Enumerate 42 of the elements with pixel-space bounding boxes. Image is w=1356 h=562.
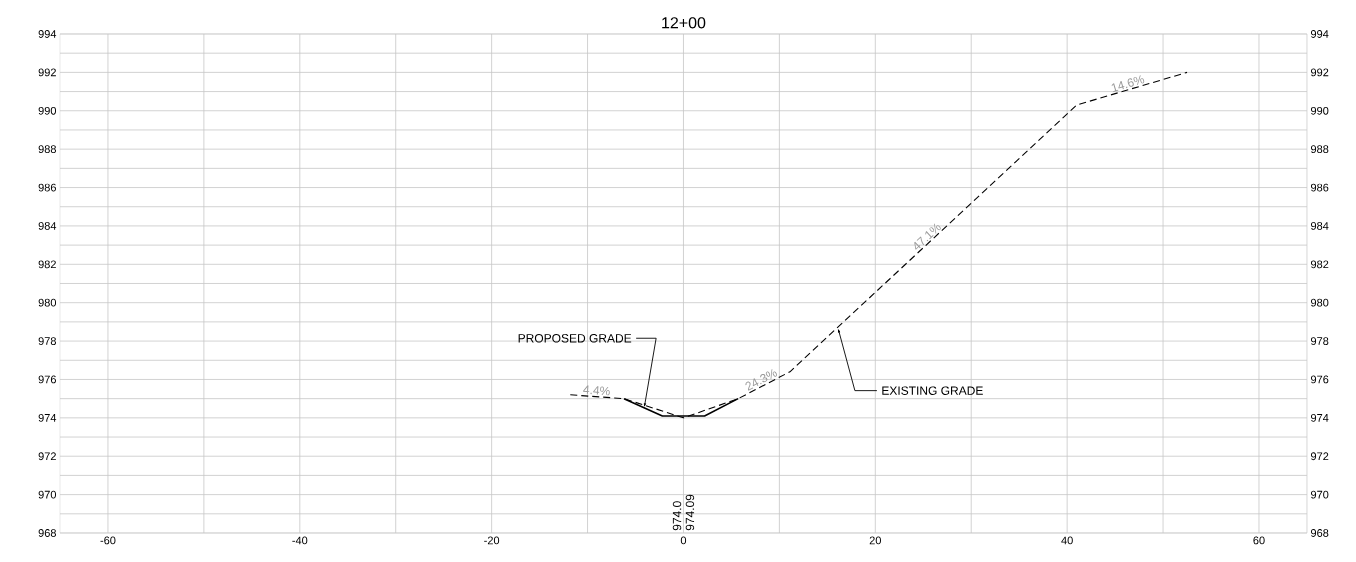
annotation: 4.4% [583,385,610,396]
y2-tick-label: 988 [1311,145,1329,154]
y-tick-label: 978 [38,337,56,345]
y-tick-label: 970 [38,490,57,499]
y2-tick-label: 968 [1311,529,1329,537]
y-tick-label: 976 [38,375,56,384]
annotation: 974.0 [672,501,682,531]
y2-tick-label: 990 [1311,106,1329,115]
y-tick-label: 982 [38,260,56,269]
annotation: PROPOSED GRADE [518,334,632,343]
annotation: 14.6% [1111,75,1145,93]
y2-tick-label: 978 [1311,337,1329,345]
x-tick-label: 20 [869,536,881,545]
chart-title: 12+00 [662,17,706,29]
x-tick-label: -40 [292,536,308,545]
y2-tick-label: 976 [1311,375,1329,384]
y2-tick-label: 974 [1311,413,1329,422]
y-tick-label: 968 [38,529,56,537]
annotation: EXISTING GRADE [882,386,983,395]
x-tick-label: -60 [100,536,116,545]
y-tick-label: 988 [38,145,56,154]
y-tick-label: 984 [38,222,57,230]
y-tick-label: 986 [38,183,56,192]
x-tick-label: -20 [484,536,500,545]
y2-tick-label: 994 [1311,30,1329,38]
y2-tick-label: 970 [1311,490,1329,499]
x-tick-label: 0 [680,536,687,545]
y2-tick-label: 992 [1311,68,1329,77]
x-tick-label: 60 [1253,536,1265,545]
y-tick-label: 994 [38,30,57,38]
y2-tick-label: 982 [1311,260,1329,269]
y2-tick-label: 980 [1311,298,1329,307]
y-tick-label: 990 [38,106,57,115]
x-tick-label: 40 [1061,536,1073,545]
y-tick-label: 974 [38,413,57,422]
y2-tick-label: 972 [1311,452,1329,461]
annotation: 974.09 [685,494,695,531]
y2-tick-label: 984 [1311,222,1329,230]
y-tick-label: 992 [38,68,56,77]
y2-tick-label: 986 [1311,183,1329,192]
y-tick-label: 980 [38,298,57,307]
y-tick-label: 972 [38,452,56,461]
